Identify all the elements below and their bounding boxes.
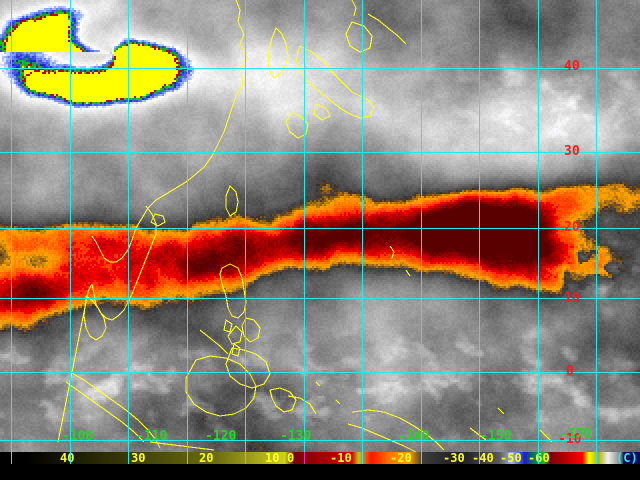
- latitude-label-5: -10: [558, 432, 582, 447]
- satellite-ir-image: [0, 0, 640, 452]
- colorbar-tick-5: -10: [330, 451, 352, 465]
- colorbar-tick-1: 30: [131, 451, 146, 465]
- longitude-label-6: -170: [560, 427, 592, 442]
- latitude-label-0: 40: [564, 59, 580, 74]
- colorbar-gradient: [0, 452, 640, 464]
- longitude-label-4: -140: [398, 429, 430, 444]
- colorbar-tick-8: -40: [472, 451, 494, 465]
- status-bar: 10001 MTSAT-1R 4 28 MAR 10087 023000 040…: [0, 464, 640, 480]
- longitude-label-1: -110: [136, 429, 168, 444]
- colorbar-gridtick-8: [479, 452, 480, 464]
- grid-parallel-2: [0, 228, 640, 229]
- grid-parallel-4: [0, 372, 640, 373]
- grid-parallel-3: [0, 298, 640, 299]
- grid-parallel-5: [0, 440, 640, 441]
- colorbar-gridtick-6: [362, 452, 363, 464]
- grid-meridian-1: [70, 0, 71, 452]
- colorbar-gridtick-0: [11, 452, 12, 464]
- longitude-label-3: -130: [280, 429, 312, 444]
- colorbar-tick-9: -50: [500, 451, 522, 465]
- grid-meridian-10: [596, 0, 597, 452]
- colorbar-tick-7: -30: [443, 451, 465, 465]
- coastline-overlay: [57, 0, 553, 452]
- grid-meridian-5: [304, 0, 305, 452]
- colorbar-gridtick-5: [304, 452, 305, 464]
- longitude-label-0: -100: [62, 429, 94, 444]
- colorbar-units-label: (C): [616, 451, 638, 465]
- grid-meridian-7: [421, 0, 422, 452]
- grid-meridian-4: [245, 0, 246, 452]
- longitude-label-2: -120: [205, 429, 237, 444]
- grid-parallel-1: [0, 152, 640, 153]
- grid-meridian-8: [479, 0, 480, 452]
- colorbar-gridtick-2: [128, 452, 129, 464]
- colorbar-tick-0: 40: [60, 451, 75, 465]
- colorbar-gridtick-10: [596, 452, 597, 464]
- grid-meridian-2: [128, 0, 129, 452]
- latitude-label-2: 20: [564, 220, 580, 235]
- latitude-label-3: 10: [564, 291, 580, 306]
- colorbar-tick-6: -20: [390, 451, 412, 465]
- colorbar-gridtick-1: [70, 452, 71, 464]
- colorbar-tick-2: 20: [199, 451, 214, 465]
- colorbar-tick-3: 10: [265, 451, 280, 465]
- latitude-label-4: 0: [566, 364, 574, 379]
- grid-meridian-6: [362, 0, 363, 452]
- grid-parallel-0: [0, 68, 640, 69]
- longitude-label-5: -150: [480, 429, 512, 444]
- grid-meridian-3: [187, 0, 188, 452]
- colorbar-gridtick-4: [245, 452, 246, 464]
- colorbar-gridtick-3: [187, 452, 188, 464]
- satellite-image-panel[interactable]: 40 30 20 10 0 -10 -100 -110 -120 -130 -140 -150 -170: [0, 0, 640, 452]
- colorbar-gridtick-7: [421, 452, 422, 464]
- grid-meridian-0: [11, 0, 12, 452]
- colorbar-gridtick-9: [538, 452, 539, 464]
- colorbar-tick-4: 0: [287, 451, 295, 465]
- map-overlay: 40 30 20 10 0 -10 -100 -110 -120 -130 -140 -150 -170: [0, 0, 640, 452]
- grid-meridian-9: [538, 0, 539, 452]
- latitude-label-1: 30: [564, 144, 580, 159]
